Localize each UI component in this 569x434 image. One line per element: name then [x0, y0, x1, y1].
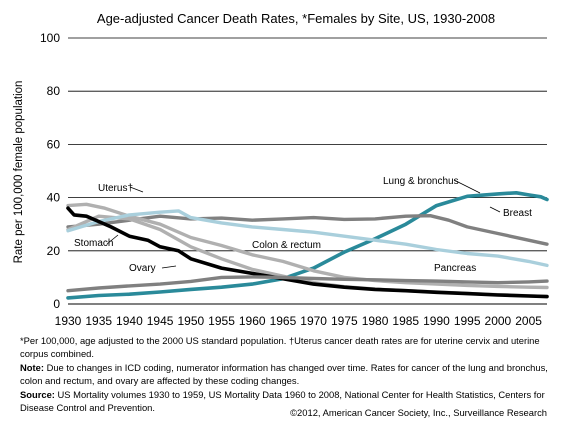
series-label-3: Colon & rectum: [252, 240, 321, 251]
x-tick-1950: 1950: [177, 314, 204, 328]
series-line-4: [66, 209, 549, 268]
y-tick-80: 80: [47, 84, 61, 98]
x-tick-labels: 1930 1935 1940 1945 1950 1955 1960 1965 1970 1975…: [55, 314, 543, 328]
series-annotations: Uterus† Stomach Ovary Colon & rectum Lung & …: [74, 176, 532, 274]
series-line-5: [66, 206, 549, 299]
x-tick-1990: 1990: [423, 314, 450, 328]
x-tick-1930: 1930: [55, 314, 82, 328]
x-tick-1960: 1960: [239, 314, 266, 328]
series-leader-2: [161, 265, 177, 269]
y-tick-60: 60: [47, 137, 61, 151]
footnote-note: Note: Due to changes in ICD coding, nume…: [20, 362, 560, 387]
footnote-definitions: *Per 100,000, age adjusted to the 2000 U…: [20, 335, 540, 359]
x-tick-1975: 1975: [331, 314, 358, 328]
series-label-6: Pancreas: [434, 263, 476, 274]
series-label-5: Breast: [503, 208, 532, 219]
x-tick-1985: 1985: [392, 314, 419, 328]
series-label-2: Ovary: [129, 263, 156, 274]
note-text: Due to changes in ICD coding, numerator …: [20, 362, 548, 386]
x-tick-1955: 1955: [208, 314, 235, 328]
series-leader-1: [106, 234, 119, 245]
x-tick-1980: 1980: [362, 314, 389, 328]
x-tick-2005: 2005: [515, 314, 542, 328]
series-label-1: Stomach: [74, 238, 113, 249]
x-tick-1995: 1995: [454, 314, 481, 328]
y-axis-label: Rate per 100,000 female population: [13, 81, 25, 264]
x-tick-1945: 1945: [147, 314, 174, 328]
x-tick-2000: 2000: [485, 314, 512, 328]
series-line-0: [66, 191, 549, 300]
series-line-1: [66, 214, 549, 246]
note-label: Note:: [20, 362, 44, 373]
x-tick-1935: 1935: [85, 314, 112, 328]
y-tick-40: 40: [47, 191, 61, 205]
source-text: US Mortality volumes 1930 to 1959, US Mo…: [20, 389, 545, 413]
x-tick-1940: 1940: [116, 314, 143, 328]
footnote-source: Source: US Mortality volumes 1930 to 195…: [20, 389, 560, 414]
source-label: Source:: [20, 389, 55, 400]
series-label-4: Lung & bronchus: [383, 176, 459, 187]
y-tick-100: 100: [40, 31, 60, 45]
series-line-6: [66, 275, 549, 293]
x-tick-1965: 1965: [270, 314, 297, 328]
copyright: ©2012, American Cancer Society, Inc., Su…: [290, 407, 547, 418]
series-label-0: Uterus†: [98, 183, 133, 194]
y-tick-0: 0: [53, 297, 60, 311]
y-tick-20: 20: [47, 244, 61, 258]
series-leader-4: [453, 179, 481, 194]
y-tick-labels: 0 20 40 60 80 100: [40, 31, 60, 311]
series-leader-5: [489, 206, 501, 213]
series-lines: [66, 191, 549, 300]
chart-title: Age-adjusted Cancer Death Rates, *Female…: [97, 11, 495, 26]
series-leader-0: [129, 186, 144, 193]
x-tick-1970: 1970: [300, 314, 327, 328]
